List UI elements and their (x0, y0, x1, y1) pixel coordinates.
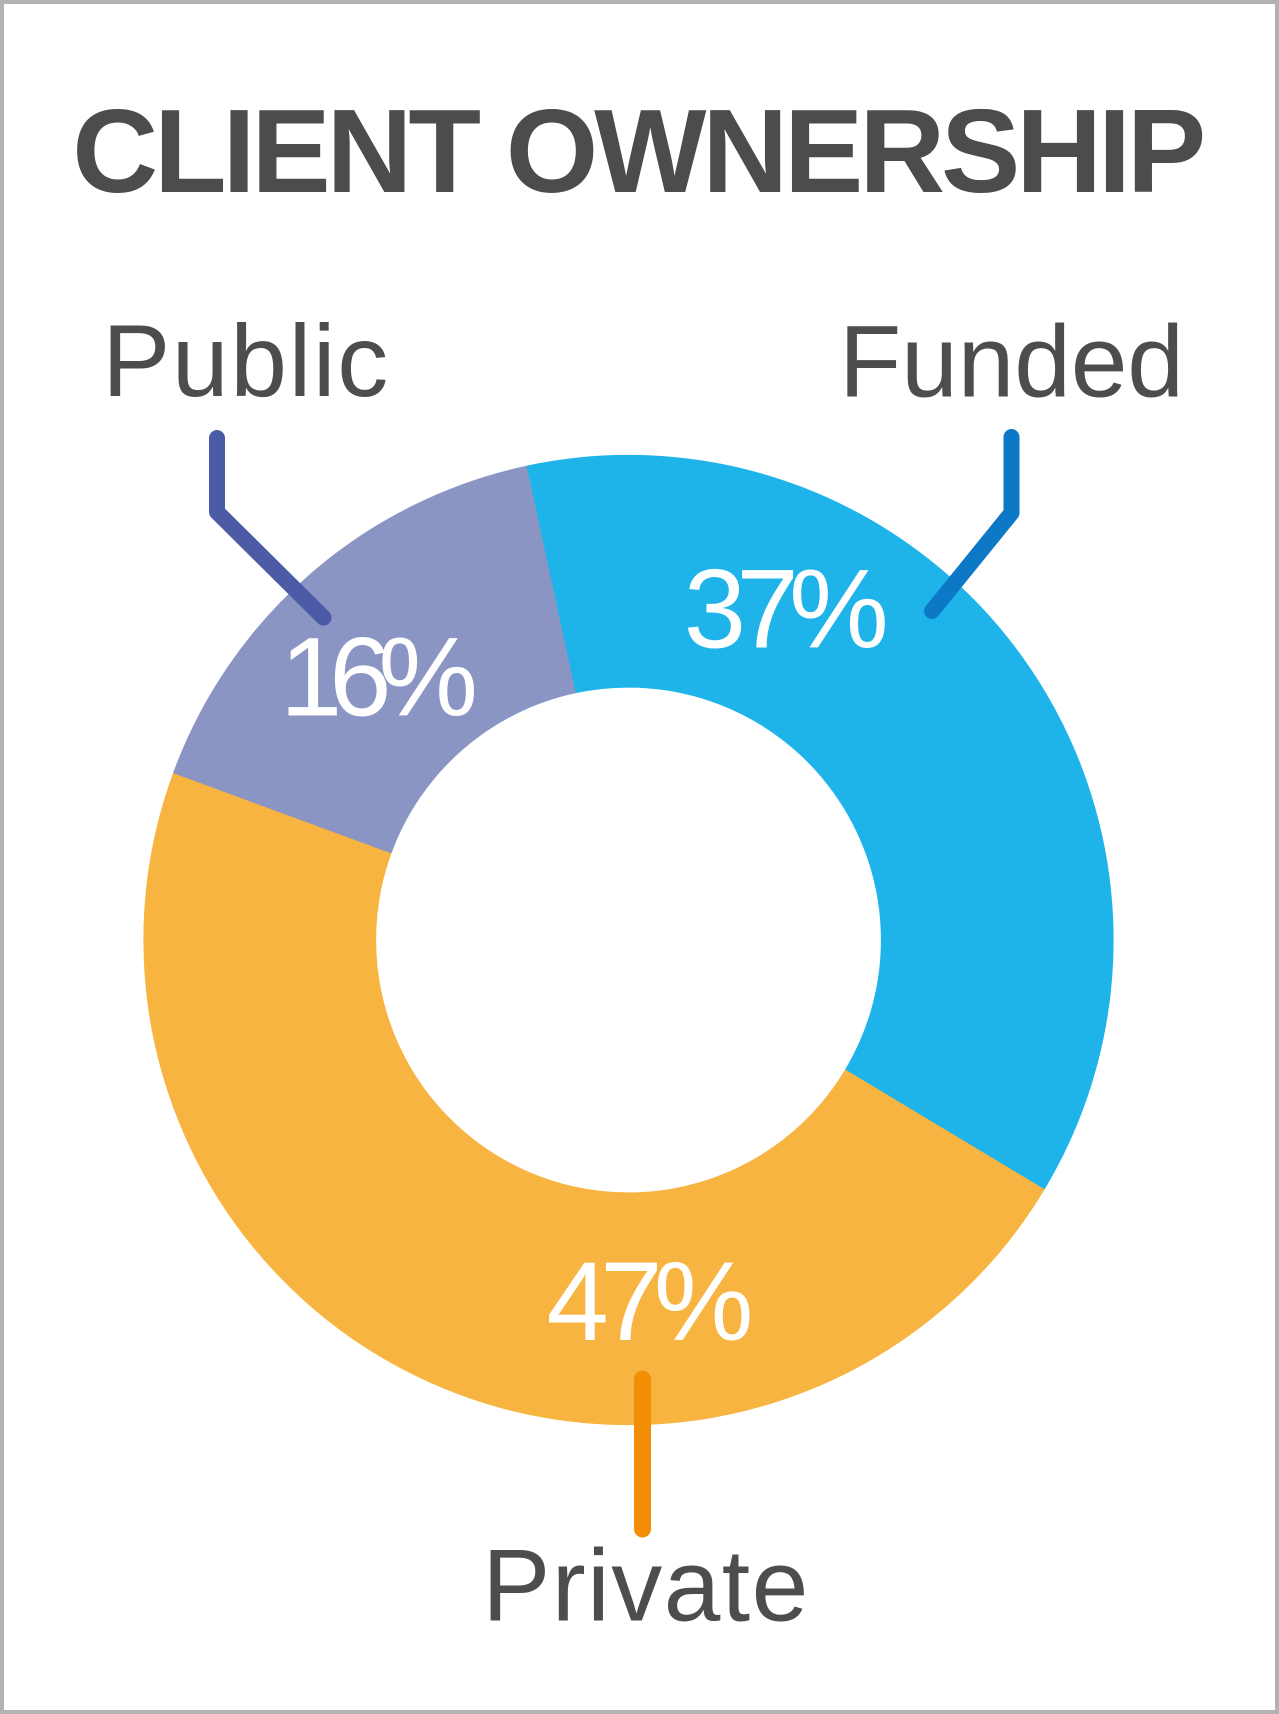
svg-text:16%: 16% (280, 615, 478, 740)
svg-text:47%: 47% (547, 1239, 754, 1364)
svg-text:Funded: Funded (839, 304, 1184, 418)
svg-text:Private: Private (482, 1528, 808, 1642)
svg-text:37%: 37% (684, 546, 889, 671)
svg-text:Public: Public (102, 304, 388, 418)
svg-text:CLIENT OWNERSHIP: CLIENT OWNERSHIP (72, 85, 1206, 218)
